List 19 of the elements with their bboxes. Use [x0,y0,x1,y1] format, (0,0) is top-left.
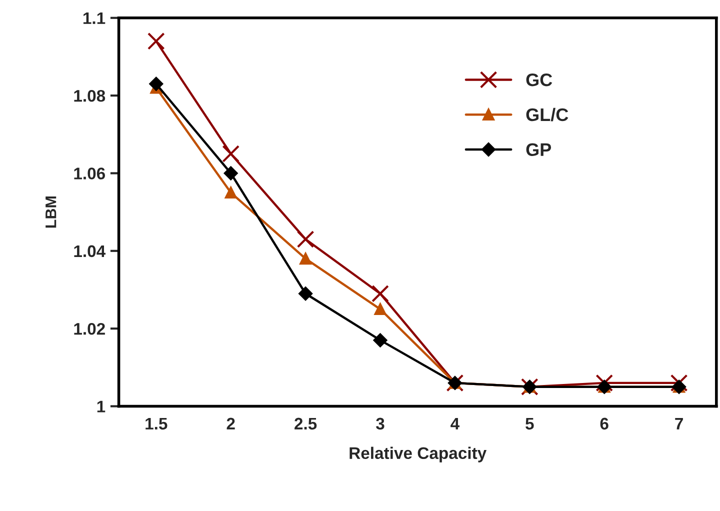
legend-label: GL/C [526,108,568,122]
x-tick-label: 5 [526,418,534,430]
y-tick-label: 1.04 [74,245,106,258]
x-tick-label: 2 [226,418,235,430]
x-axis-title: Relative Capacity [350,446,487,462]
y-tick-label: 1 [97,400,106,412]
legend-label: GP [526,143,552,156]
x-tick-label: 3 [376,418,384,430]
y-tick-label: 1.08 [74,90,106,102]
x-tick-label: 7 [675,418,683,430]
y-tick-label: 1.02 [74,322,105,335]
x-tick-label: 6 [600,418,608,430]
y-axis-title: LBM [46,196,56,228]
y-tick-label: 1.1 [83,12,106,24]
y-tick-label: 1.06 [74,168,106,180]
legend-label: GC [526,73,552,86]
x-tick-label: 1.5 [146,418,168,430]
x-tick-label: 4 [450,418,460,430]
x-tick-label: 2.5 [294,418,317,430]
